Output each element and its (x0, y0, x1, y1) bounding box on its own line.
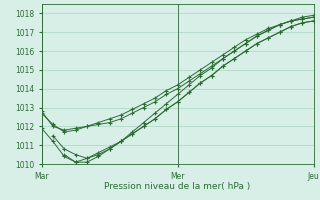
X-axis label: Pression niveau de la mer( hPa ): Pression niveau de la mer( hPa ) (104, 182, 251, 191)
